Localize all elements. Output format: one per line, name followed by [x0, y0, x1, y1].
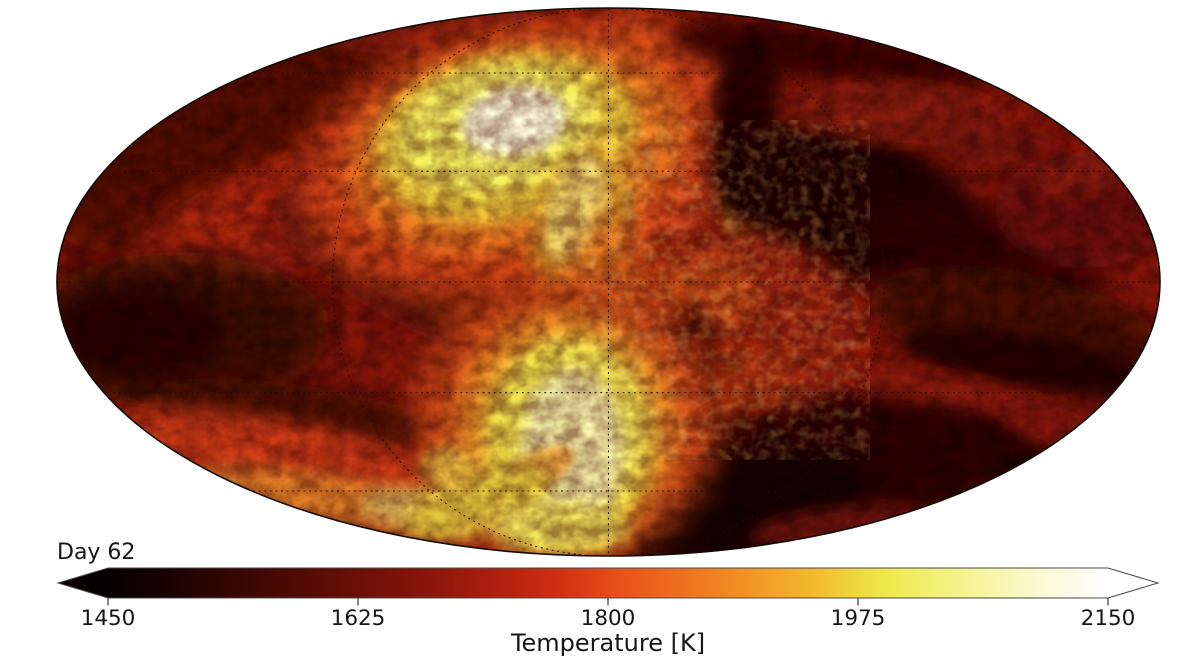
- day-label: Day 62: [57, 540, 135, 565]
- colorbar-extend-min-arrow: [58, 568, 108, 598]
- colorbar-tick-label: 1975: [831, 606, 886, 631]
- colorbar-tick-label: 2150: [1081, 606, 1136, 631]
- meridian-90e: [608, 8, 885, 556]
- colorbar-title: Temperature [K]: [510, 629, 705, 657]
- colorbar: 1450 1625 1800 1975 2150 Temperature [K]: [56, 567, 1160, 657]
- colorbar-gradient: [108, 568, 1108, 598]
- colorbar-tick-label: 1450: [81, 606, 136, 631]
- temperature-field: [57, 8, 1160, 556]
- turbulence-texture-bright: [580, 120, 870, 460]
- map-outline: [56, 7, 1161, 557]
- colorbar-ticks: [107, 598, 1109, 606]
- meridian-90w: [332, 8, 609, 556]
- colorbar-tick-label: 1800: [581, 606, 636, 631]
- colorbar-tick-label: 1625: [331, 606, 386, 631]
- colorbar-extend-max-arrow: [1108, 568, 1158, 598]
